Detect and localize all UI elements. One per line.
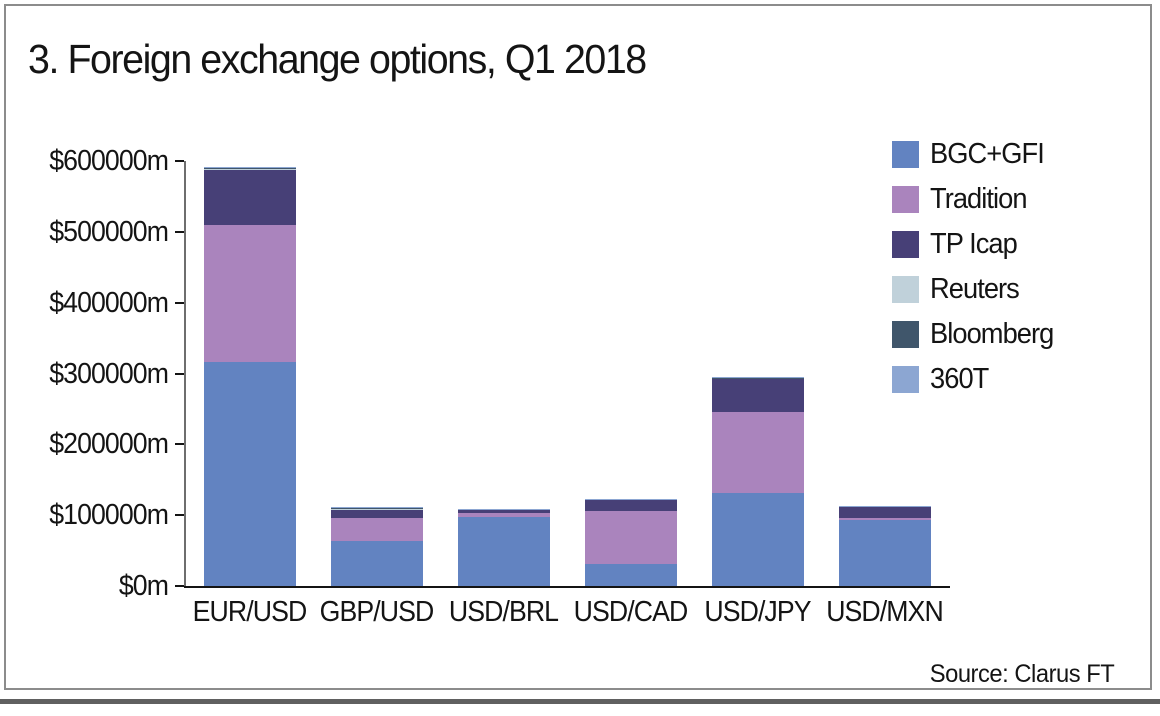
y-tick-100000m: [175, 514, 184, 517]
bar-usd-jpy-tp-icap: [711, 378, 804, 413]
y-tick-label-200000m: $200000m: [49, 428, 169, 461]
y-axis-line: [184, 161, 186, 588]
bar-usd-mxn-bgc-gfi: [838, 520, 931, 586]
bar-eur-usd-tradition: [203, 225, 296, 363]
y-tick-label-0m: $0m: [118, 570, 169, 602]
legend-item-tradition: Tradition: [892, 183, 1061, 215]
legend: BGC+GFI Tradition TP Icap Reuters Bloomberg 3…: [892, 138, 1061, 411]
legend-item-bgc-gfi: BGC+GFI: [892, 138, 1061, 170]
bar-usd-brl-bgc-gfi: [457, 517, 550, 586]
bar-eur-usd-bgc-gfi: [203, 362, 296, 586]
y-tick-label-100000m: $100000m: [49, 499, 169, 532]
x-label-usd-cad: USD/CAD: [573, 596, 689, 628]
bar-usd-brl-tradition: [457, 513, 550, 518]
y-tick-600000m: [175, 160, 184, 162]
legend-label-tp-icap: TP Icap: [930, 228, 1018, 260]
legend-label-360t: 360T: [930, 363, 989, 395]
bar-eur-usd-360t: [203, 167, 296, 169]
bottom-rule: [0, 699, 1160, 704]
x-label-usd-brl: USD/BRL: [448, 596, 559, 628]
legend-swatch-bgc-gfi: [892, 141, 919, 168]
x-label-usd-jpy: USD/JPY: [704, 596, 811, 628]
legend-swatch-tradition: [892, 186, 919, 213]
bar-usd-jpy-tradition: [711, 412, 804, 494]
legend-label-reuters: Reuters: [930, 273, 1020, 305]
x-axis-line: [184, 586, 950, 588]
y-tick-300000m: [175, 372, 184, 375]
plot-area: $0m $100000m $200000m $300000m $400000m $5000…: [49, 146, 950, 628]
bar-usd-cad-tp-icap: [584, 499, 677, 511]
chart-frame: [4, 4, 1152, 690]
y-tick-label-300000m: $300000m: [49, 357, 169, 390]
y-tick-label-400000m: $400000m: [49, 286, 169, 319]
bar-usd-mxn-tp-icap: [838, 506, 931, 519]
legend-swatch-bloomberg: [892, 321, 919, 348]
bar-usd-brl-tp-icap: [457, 509, 550, 514]
legend-item-360t: 360T: [892, 363, 1061, 395]
legend-label-bloomberg: Bloomberg: [930, 318, 1054, 350]
x-label-eur-usd: EUR/USD: [192, 596, 308, 628]
legend-swatch-360t: [892, 366, 919, 393]
bar-gbp-usd-tradition: [330, 518, 423, 542]
bar-usd-cad-tradition: [584, 510, 677, 565]
legend-item-reuters: Reuters: [892, 273, 1061, 305]
bar-usd-cad-bgc-gfi: [584, 564, 677, 586]
y-tick-200000m: [175, 443, 184, 446]
legend-item-tp-icap: TP Icap: [892, 228, 1061, 260]
bar-usd-jpy-bgc-gfi: [711, 493, 804, 586]
source-note: Source: Clarus FT: [929, 660, 1114, 688]
bar-gbp-usd-reuters: [330, 508, 423, 510]
bar-gbp-usd-360t: [330, 507, 423, 509]
legend-label-tradition: Tradition: [930, 183, 1028, 215]
bar-eur-usd-tp-icap: [203, 169, 296, 226]
y-tick-label-600000m: $600000m: [49, 145, 169, 177]
bar-usd-mxn-tradition: [838, 518, 931, 521]
legend-swatch-reuters: [892, 276, 919, 303]
y-tick-500000m: [175, 230, 184, 233]
legend-item-bloomberg: Bloomberg: [892, 318, 1061, 350]
y-tick-label-500000m: $500000m: [49, 215, 169, 248]
bar-gbp-usd-bgc-gfi: [330, 541, 423, 586]
legend-swatch-tp-icap: [892, 231, 919, 258]
legend-label-bgc-gfi: BGC+GFI: [930, 138, 1045, 170]
x-label-gbp-usd: GBP/USD: [319, 596, 435, 628]
y-tick-400000m: [175, 301, 184, 304]
bar-eur-usd-reuters: [203, 168, 296, 170]
chart-title: 3. Foreign exchange options, Q1 2018: [28, 36, 647, 82]
x-label-usd-mxn: USD/MXN: [826, 596, 944, 628]
y-tick-0m: [175, 585, 184, 587]
bar-gbp-usd-tp-icap: [330, 509, 423, 518]
